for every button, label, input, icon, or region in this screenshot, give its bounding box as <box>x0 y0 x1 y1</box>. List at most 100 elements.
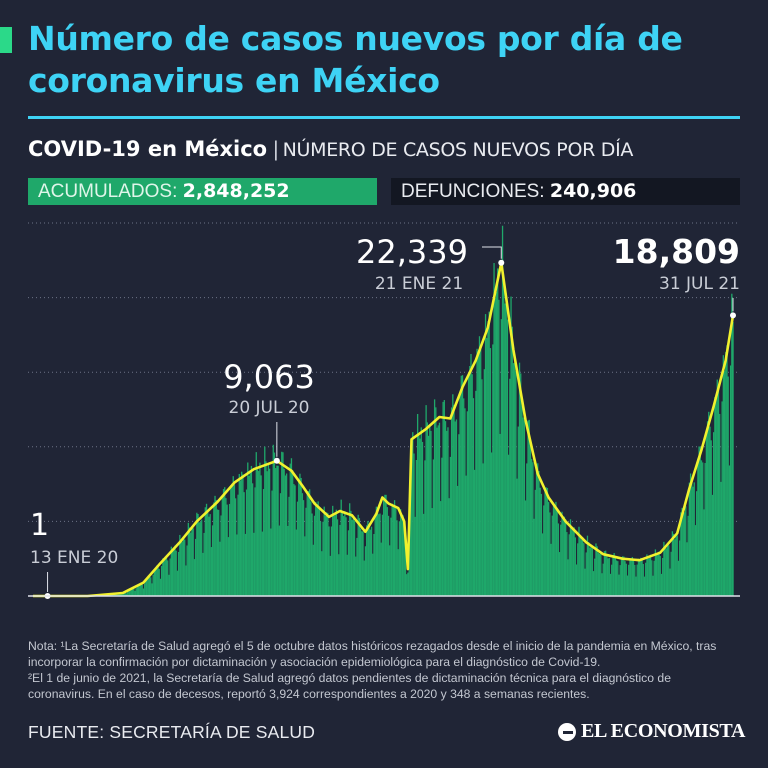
daily-bar <box>301 493 304 596</box>
daily-bar <box>630 558 632 596</box>
daily-bar <box>226 504 228 596</box>
daily-bar <box>204 507 206 596</box>
daily-bar <box>694 525 697 596</box>
daily-bar <box>372 553 374 596</box>
daily-bar <box>719 413 721 596</box>
daily-bar <box>531 458 533 596</box>
daily-bar <box>541 533 544 596</box>
daily-bar <box>500 319 502 596</box>
daily-bar <box>529 440 532 596</box>
daily-bar <box>427 435 430 596</box>
daily-bar <box>448 498 450 596</box>
subtitle-separator: | <box>273 138 279 161</box>
daily-bar <box>436 427 438 596</box>
daily-bar <box>443 400 445 596</box>
daily-bar <box>399 509 402 596</box>
daily-bar <box>494 297 496 596</box>
daily-bar <box>276 465 278 596</box>
daily-bar <box>403 519 405 596</box>
daily-bar <box>710 440 712 596</box>
daily-bar <box>168 574 170 596</box>
daily-bar <box>215 500 217 596</box>
daily-bar <box>569 519 572 596</box>
daily-bar <box>660 573 663 596</box>
daily-bar <box>137 584 140 596</box>
x-tick-label: S <box>327 607 337 610</box>
daily-bar <box>179 534 181 596</box>
daily-bar <box>676 535 678 596</box>
daily-bar <box>335 509 337 596</box>
daily-bar <box>653 560 655 596</box>
daily-bar <box>478 336 481 596</box>
daily-bar <box>419 438 421 596</box>
daily-bar <box>603 551 606 596</box>
daily-bar <box>515 371 517 596</box>
daily-bar <box>271 490 273 596</box>
daily-bar <box>123 592 125 596</box>
daily-bar <box>209 514 211 596</box>
daily-bar <box>327 513 329 596</box>
daily-bar <box>171 551 174 596</box>
annotation-date: 13 ENE 20 <box>30 548 118 568</box>
daily-bar <box>631 556 634 596</box>
cumulative-label: ACUMULADOS: <box>38 181 178 202</box>
daily-bar <box>563 516 566 596</box>
daily-bar <box>645 562 647 596</box>
daily-bar <box>681 507 683 596</box>
daily-bar <box>292 470 294 596</box>
daily-bar <box>234 498 237 596</box>
daily-bar <box>692 486 694 596</box>
daily-bar <box>575 564 578 596</box>
daily-bar <box>142 588 145 596</box>
daily-bar <box>550 543 552 596</box>
daily-bar <box>152 574 154 596</box>
daily-bar <box>726 345 728 596</box>
daily-bar <box>662 557 664 596</box>
daily-bar <box>375 506 378 596</box>
daily-bar <box>687 515 689 596</box>
daily-bar <box>409 485 411 596</box>
daily-bar <box>602 563 604 596</box>
publisher-logo: EL ECONOMISTA <box>558 720 745 743</box>
daily-bar <box>281 451 283 596</box>
daily-bar <box>311 513 313 596</box>
daily-bar <box>677 560 680 596</box>
daily-bar <box>459 390 461 596</box>
daily-bar <box>202 552 204 596</box>
daily-bar <box>289 463 291 596</box>
daily-bar <box>333 516 335 596</box>
daily-bar <box>646 554 648 596</box>
daily-bar <box>220 515 222 596</box>
daily-bar <box>555 501 557 596</box>
daily-bar <box>118 593 120 596</box>
daily-bar <box>617 561 619 596</box>
note-line-1: Nota: ¹La Secretaría de Salud agregó el … <box>28 639 717 669</box>
daily-bar <box>461 375 464 596</box>
daily-bar <box>413 453 415 596</box>
daily-bar <box>133 588 135 596</box>
daily-bar <box>270 528 272 596</box>
daily-bar <box>370 526 373 596</box>
daily-bar <box>210 547 213 596</box>
daily-bar <box>278 525 280 596</box>
daily-bar <box>706 421 709 596</box>
daily-bar <box>489 348 492 596</box>
daily-bar <box>682 513 684 596</box>
annotation-point <box>730 312 736 319</box>
daily-bar <box>589 547 591 596</box>
daily-bar <box>282 452 284 596</box>
daily-bar <box>618 574 620 596</box>
daily-bar <box>265 461 267 596</box>
daily-bar <box>227 537 230 596</box>
daily-bar <box>306 491 308 596</box>
daily-bar <box>720 481 722 596</box>
daily-bar <box>167 560 169 596</box>
daily-bar <box>628 564 630 596</box>
daily-bar <box>190 532 192 596</box>
daily-bar <box>711 494 714 596</box>
daily-bar <box>495 291 498 596</box>
daily-bar <box>620 557 623 596</box>
daily-bar <box>194 538 197 596</box>
daily-bar <box>396 520 398 596</box>
daily-bar <box>224 487 226 596</box>
